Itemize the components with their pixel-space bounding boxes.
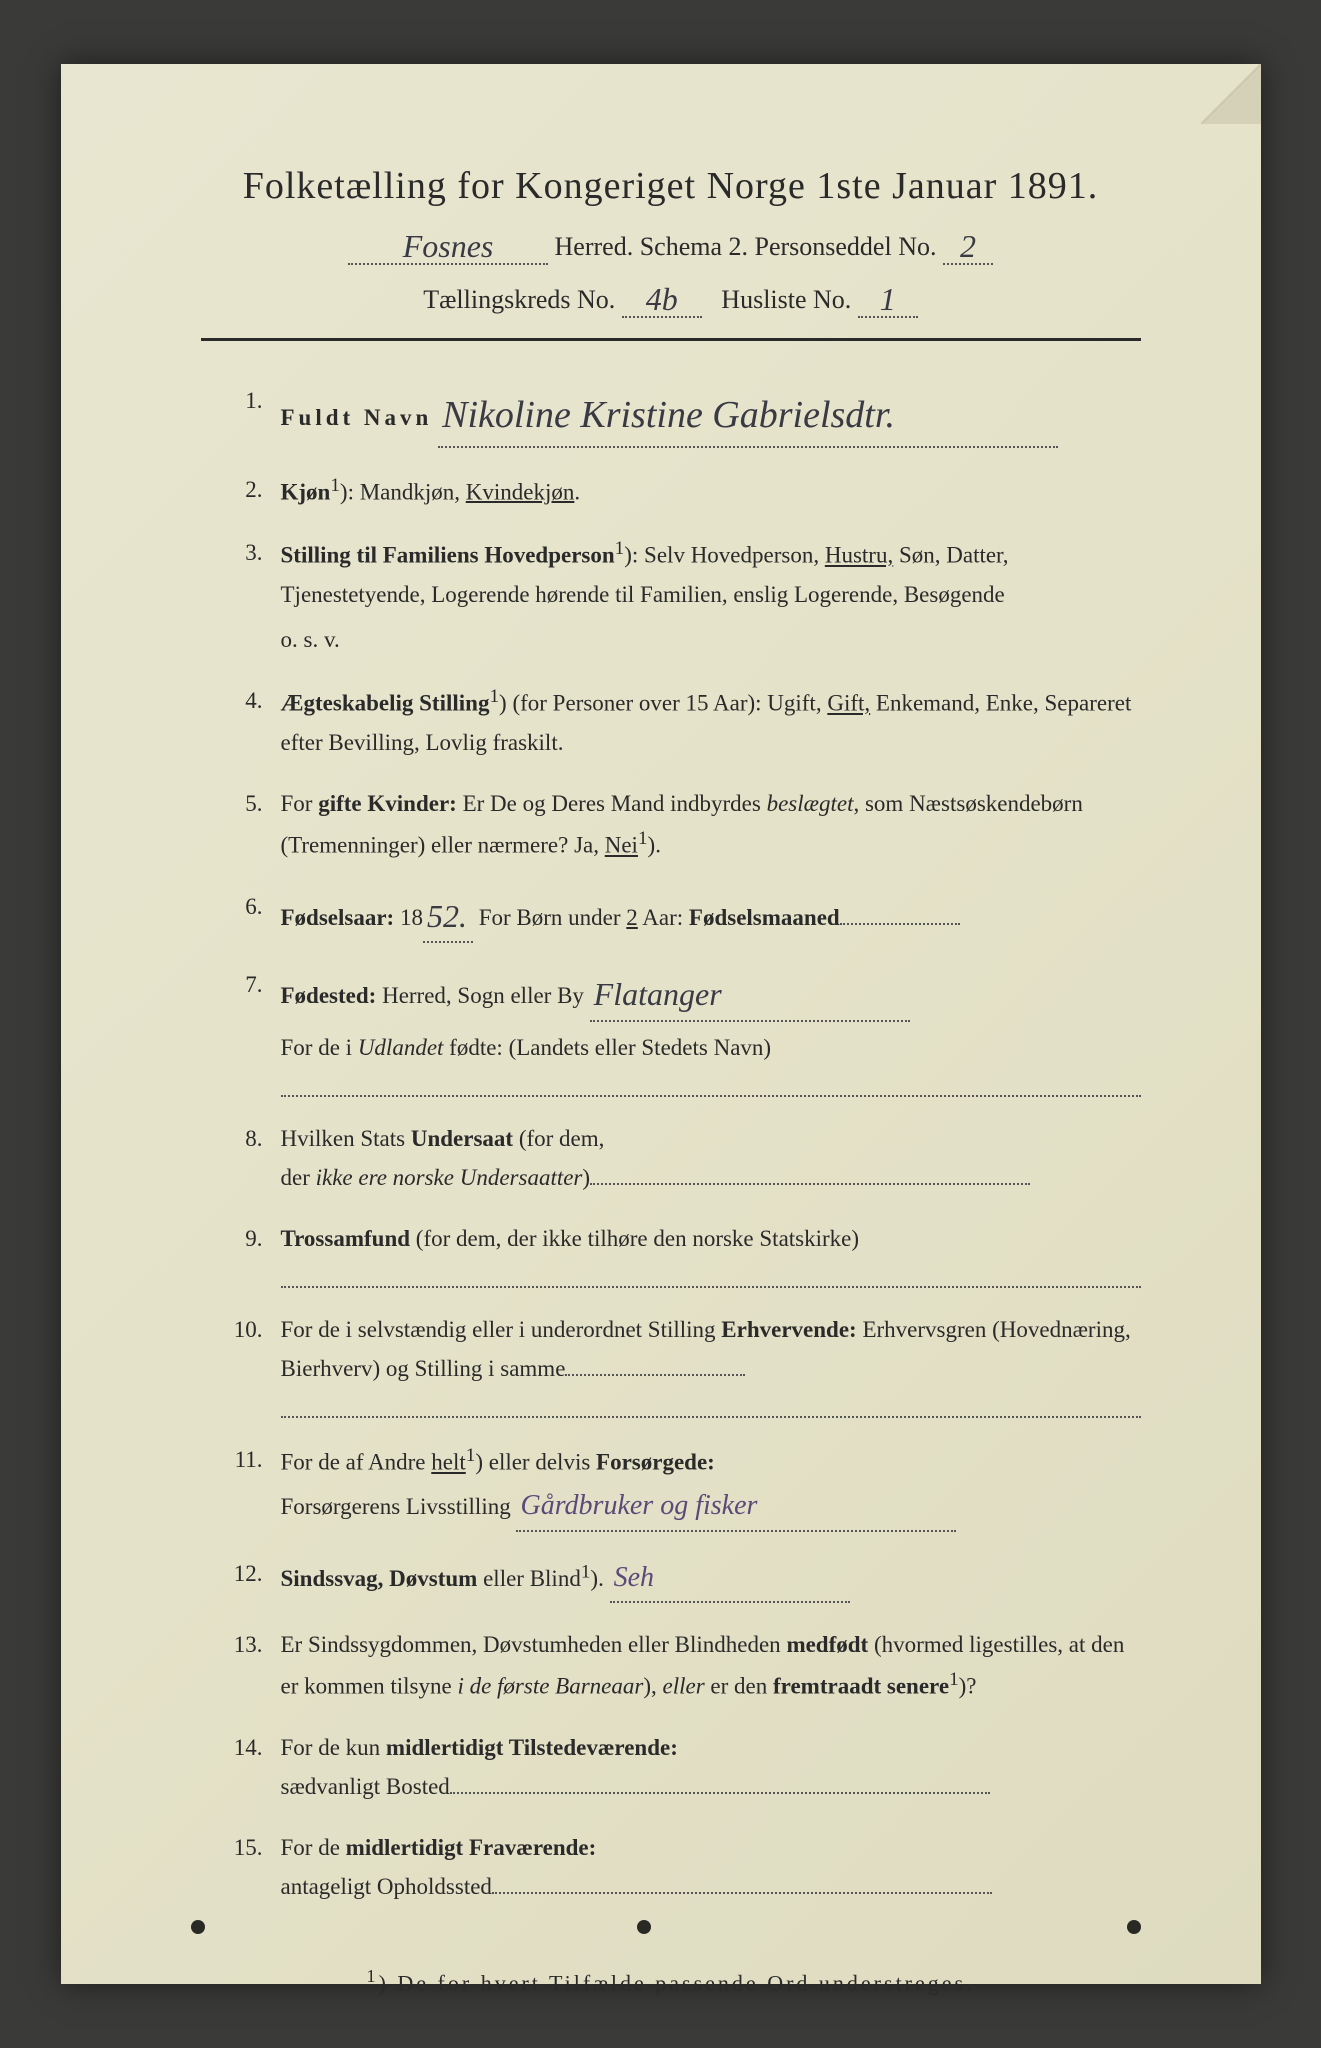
- kreds-no: 4b: [646, 281, 678, 317]
- item-5-married-women: 5. For gifte Kvinder: Er De og Deres Man…: [231, 784, 1141, 865]
- item-2-sex: 2. Kjøn1): Mandkjøn, Kvindekjøn.: [231, 470, 1141, 512]
- item-11-supported: 11. For de af Andre helt1) eller delvis …: [231, 1440, 1141, 1531]
- birth-year: 52.: [427, 898, 467, 934]
- marital-selected: Gift,: [827, 691, 870, 716]
- header-line-3: Tællingskreds No. 4b Husliste No. 1: [201, 279, 1141, 318]
- footnote: 1) De for hvert Tilfælde passende Ord un…: [201, 1966, 1141, 1996]
- header-line2-template: Herred. Schema 2. Personseddel No.: [555, 232, 937, 261]
- provider-occupation: Gårdbruker og fisker: [520, 1490, 757, 1521]
- form-items: 1. Fuldt Navn Nikoline Kristine Gabriels…: [201, 381, 1141, 1906]
- binding-hole-icon: [637, 1920, 651, 1934]
- sex-selected: Kvindekjøn: [466, 479, 575, 504]
- binding-hole-icon: [191, 1920, 205, 1934]
- husliste-no: 1: [880, 281, 896, 317]
- form-title: Folketælling for Kongeriget Norge 1ste J…: [201, 164, 1141, 208]
- full-name-value: Nikoline Kristine Gabrielsdtr.: [442, 394, 895, 436]
- kreds-label: Tællingskreds No.: [423, 285, 615, 314]
- related-selected: Nei: [605, 833, 638, 858]
- personseddel-no: 2: [960, 228, 976, 264]
- birthplace-value: Flatanger: [594, 976, 722, 1012]
- item-15-temp-absent: 15. For de midlertidigt Fraværende: anta…: [231, 1828, 1141, 1906]
- item-13-congenital: 13. Er Sindssygdommen, Døvstumheden elle…: [231, 1625, 1141, 1706]
- relation-selected: Hustru,: [825, 543, 893, 568]
- header-line-2: Fosnes Herred. Schema 2. Personseddel No…: [201, 226, 1141, 265]
- husliste-label: Husliste No.: [721, 285, 851, 314]
- item-8-citizenship: 8. Hvilken Stats Undersaat (for dem, der…: [231, 1119, 1141, 1197]
- binding-hole-icon: [1127, 1920, 1141, 1934]
- item-14-temp-present: 14. For de kun midlertidigt Tilstedevære…: [231, 1728, 1141, 1806]
- item-7-birthplace: 7. Fødested: Herred, Sogn eller By Flata…: [231, 965, 1141, 1096]
- item-6-birthyear: 6. Fødselsaar: 1852. For Børn under 2 Aa…: [231, 887, 1141, 943]
- item-1-name: 1. Fuldt Navn Nikoline Kristine Gabriels…: [231, 381, 1141, 448]
- header-divider: [201, 338, 1141, 341]
- herred-value: Fosnes: [403, 228, 494, 264]
- item-3-relation: 3. Stilling til Familiens Hovedperson1):…: [231, 533, 1141, 659]
- item-9-religion: 9. Trossamfund (for dem, der ikke tilhør…: [231, 1219, 1141, 1288]
- item-4-marital: 4. Ægteskabelig Stilling1) (for Personer…: [231, 681, 1141, 762]
- disability-value: Seh: [614, 1562, 654, 1593]
- item-12-disability: 12. Sindssvag, Døvstum eller Blind1). Se…: [231, 1554, 1141, 1604]
- item-10-occupation: 10. For de i selvstændig eller i underor…: [231, 1310, 1141, 1418]
- census-form-paper: Folketælling for Kongeriget Norge 1ste J…: [61, 64, 1261, 1984]
